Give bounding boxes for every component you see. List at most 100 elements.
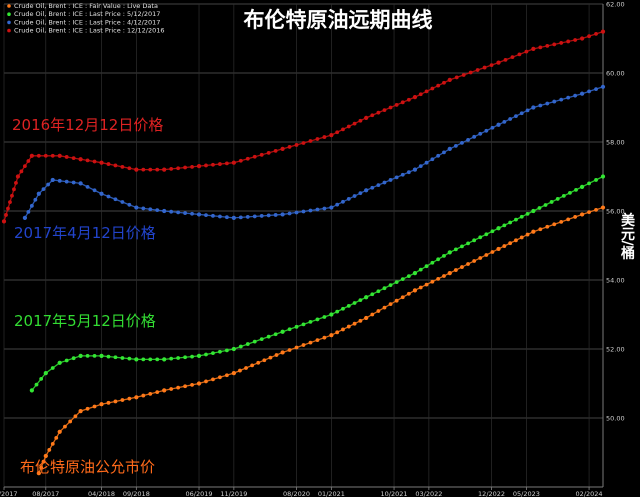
series-dot xyxy=(519,235,524,240)
series-dot xyxy=(400,277,405,282)
series-dot xyxy=(514,114,518,119)
series-dot xyxy=(190,211,194,216)
series-dot xyxy=(322,135,327,139)
series-dot xyxy=(259,214,264,218)
series-dot xyxy=(218,162,222,166)
series-dot xyxy=(346,124,351,129)
data-point xyxy=(134,205,139,210)
series-dot xyxy=(454,75,459,80)
series-dot xyxy=(308,319,313,324)
series-dot xyxy=(176,385,181,390)
data-point xyxy=(57,360,62,365)
data-point xyxy=(162,167,167,172)
series-dot xyxy=(50,441,55,446)
series-dot xyxy=(43,153,48,158)
series-dot xyxy=(14,181,18,185)
series-dot xyxy=(517,52,522,57)
series-dot xyxy=(376,110,381,115)
data-point xyxy=(496,226,501,231)
series-3 xyxy=(1,29,606,224)
series-dot xyxy=(478,235,483,240)
legend-entry: Crude Oil, Brent : ICE : Last Price : 4/… xyxy=(14,18,160,26)
x-tick-label: 08/2017 xyxy=(32,490,59,497)
series-dot xyxy=(54,435,59,440)
series-dot xyxy=(346,303,351,308)
series-dot xyxy=(113,163,118,168)
series-dot xyxy=(120,356,125,360)
series-dot xyxy=(549,200,554,204)
series-dot xyxy=(519,214,524,219)
series-dot xyxy=(266,334,271,339)
x-tick-label: 08/2020 xyxy=(283,490,310,497)
series-dot xyxy=(376,309,381,313)
series-dot xyxy=(388,105,393,110)
series-dot xyxy=(566,95,571,100)
series-dot xyxy=(538,103,543,108)
annotation-label: 2017年5月12日价格 xyxy=(14,312,156,330)
series-dot xyxy=(50,366,55,370)
series-dot xyxy=(224,373,229,378)
series-dot xyxy=(484,128,489,133)
series-dot xyxy=(573,38,578,42)
series-dot xyxy=(358,118,363,123)
data-point xyxy=(22,215,27,220)
series-dot xyxy=(358,318,363,323)
x-tick-label: 02/2024 xyxy=(576,490,603,497)
series-dot xyxy=(394,298,399,303)
series-dot xyxy=(106,162,111,166)
series-dot xyxy=(73,414,78,419)
series-dot xyxy=(574,187,578,192)
x-tick-label: 05/2023 xyxy=(513,490,540,497)
series-dot xyxy=(29,203,34,208)
series-dot xyxy=(322,335,327,340)
legend-marker xyxy=(7,20,11,25)
series-dot xyxy=(552,222,557,227)
series-dot xyxy=(466,241,470,246)
y-tick-label: 56.00 xyxy=(606,208,625,216)
series-dot xyxy=(545,101,550,106)
series-dot xyxy=(92,354,97,358)
series-dot xyxy=(400,172,405,177)
series-dot xyxy=(552,99,557,104)
series-dot xyxy=(566,217,571,222)
series-dot xyxy=(211,162,215,167)
series-dot xyxy=(224,161,229,166)
series-dot xyxy=(341,199,345,204)
legend-entry: Crude Oil, Brent : ICE : Last Price : 12… xyxy=(14,27,165,35)
series-dot xyxy=(113,355,118,360)
series-dot xyxy=(204,213,208,218)
data-point xyxy=(162,208,167,214)
series-dot xyxy=(478,256,483,260)
series-dot xyxy=(406,274,411,279)
data-point xyxy=(600,29,606,34)
series-dot xyxy=(466,262,470,266)
annotation-label: 2017年4月12日价格 xyxy=(14,224,156,242)
series-dot xyxy=(587,181,591,186)
series-dot xyxy=(453,143,458,148)
series-dot xyxy=(273,332,278,337)
data-point xyxy=(162,357,167,362)
series-dot xyxy=(92,404,97,409)
data-point xyxy=(600,205,606,210)
series-dot xyxy=(183,211,187,215)
series-dot xyxy=(514,217,518,222)
series-dot xyxy=(244,366,248,370)
series-dot xyxy=(169,387,174,391)
series-dot xyxy=(430,279,435,284)
series-dot xyxy=(294,210,299,215)
series-dot xyxy=(127,356,132,361)
series-dot xyxy=(127,166,132,171)
series-dot xyxy=(559,97,564,102)
data-point xyxy=(412,95,418,100)
y-tick-label: 50.00 xyxy=(606,415,625,423)
series-dot xyxy=(64,358,69,363)
series-dot xyxy=(39,377,44,381)
series-dot xyxy=(141,393,146,398)
series-dot xyxy=(436,83,441,88)
data-point xyxy=(1,219,7,224)
series-dot xyxy=(502,244,507,248)
x-tick-label: 04/2018 xyxy=(88,490,115,497)
series-dot xyxy=(26,209,31,214)
series-dot xyxy=(106,354,111,359)
series-dot xyxy=(218,375,222,380)
